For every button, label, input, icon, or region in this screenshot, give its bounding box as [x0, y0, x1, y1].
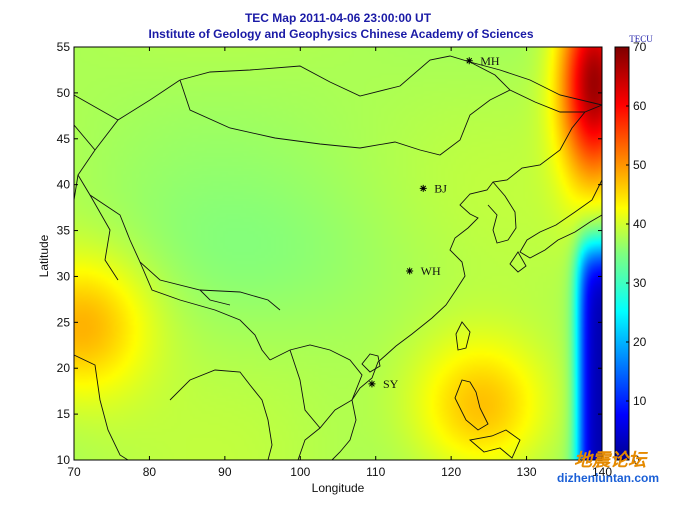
mongolia-border: [179, 79, 511, 156]
y-tick-label: 35: [57, 224, 71, 238]
y-tick-label: 45: [57, 132, 71, 146]
bay-of-bengal: [169, 369, 273, 460]
tec-heatmap: [74, 47, 602, 460]
colorbar-tick-label: 50: [633, 158, 647, 172]
y-axis-label: Latitude: [37, 234, 51, 277]
station-asterisk-icon: [419, 184, 427, 192]
indochina: [269, 344, 363, 460]
korea-peninsula: [487, 181, 517, 244]
x-axis-ticks: 70 80 90 100 110 120 130 140: [67, 47, 612, 479]
watermark-url: dizhenluntan.com: [557, 471, 659, 485]
plot-area: [74, 47, 602, 460]
x-tick-label: 140: [592, 465, 612, 479]
coastlines-and-borders: [74, 55, 602, 460]
china-west-border: [77, 79, 281, 311]
x-tick-label: 110: [366, 465, 385, 479]
philippines-luzon: [454, 379, 489, 431]
station-label: WH: [421, 264, 441, 278]
y-tick-label: 30: [57, 269, 71, 283]
y-tick-label: 55: [57, 40, 71, 54]
russia-east: [469, 61, 602, 106]
indochina-interior: [289, 349, 321, 429]
y-tick-label: 10: [57, 453, 71, 467]
y-tick-label: 15: [57, 407, 71, 421]
y-tick-label: 20: [57, 361, 71, 375]
hainan: [361, 353, 381, 373]
colorbar: [614, 46, 630, 461]
y-tick-label: 40: [57, 178, 71, 192]
station-asterisk-icon: [406, 267, 414, 275]
x-tick-label: 70: [67, 465, 81, 479]
x-axis-label: Longitude: [312, 481, 365, 495]
colorbar-tick-label: 10: [633, 394, 647, 408]
colorbar-tick-label: 30: [633, 276, 647, 290]
kazakh-border: [74, 94, 119, 151]
chart-title: TEC Map 2011-04-06 23:00:00 UT: [245, 11, 432, 25]
china-north-border: [179, 55, 585, 113]
colorbar-tick-label: 0: [633, 453, 640, 467]
station-label: SY: [383, 377, 399, 391]
station-marker: WH: [406, 264, 441, 278]
station-marker: MH: [465, 54, 500, 68]
japan-honshu: [519, 179, 602, 259]
x-tick-label: 120: [441, 465, 461, 479]
colorbar-tick-label: 40: [633, 217, 647, 231]
y-axis-ticks: 10 15 20 25 30 35 40 45 50 55: [57, 40, 602, 467]
plot-frame: [73, 46, 603, 461]
station-marker: BJ: [419, 181, 447, 195]
coastline-east-asia: [331, 104, 602, 460]
colorbar-ticks: 0 10 20 30 40 50 60 70: [626, 40, 647, 467]
x-tick-label: 80: [143, 465, 157, 479]
philippines-south: [468, 429, 521, 459]
chart-subtitle: Institute of Geology and Geophysics Chin…: [149, 27, 534, 41]
station-markers: MH BJ WH SY: [368, 54, 500, 391]
y-tick-label: 50: [57, 86, 71, 100]
colorbar-tick-label: 20: [633, 335, 647, 349]
nepal-region: [199, 289, 231, 306]
himalaya-border: [139, 261, 271, 361]
station-marker: SY: [368, 377, 399, 391]
colorbar-tick-label: 60: [633, 99, 647, 113]
station-asterisk-icon: [465, 57, 473, 65]
colorbar-unit-label: TECU: [629, 34, 653, 44]
x-tick-label: 130: [517, 465, 537, 479]
station-asterisk-icon: [368, 380, 376, 388]
y-tick-label: 25: [57, 315, 71, 329]
india-coast: [74, 354, 129, 460]
pakistan-border: [74, 174, 119, 281]
x-tick-label: 90: [218, 465, 232, 479]
japan-kyushu: [509, 251, 527, 273]
station-label: BJ: [434, 181, 447, 195]
x-tick-label: 100: [290, 465, 310, 479]
station-label: MH: [480, 54, 500, 68]
colorbar-tick-label: 70: [633, 40, 647, 54]
watermark-chinese: 地震论坛: [574, 450, 648, 471]
taiwan: [455, 321, 471, 351]
